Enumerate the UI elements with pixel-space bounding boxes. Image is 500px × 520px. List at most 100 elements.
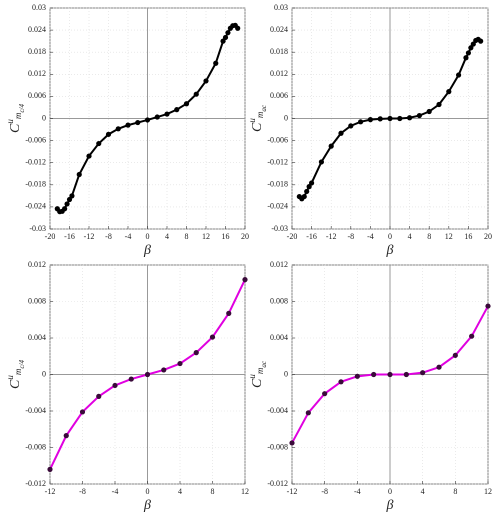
x-tick-label: 8 xyxy=(185,232,189,241)
y-tick-label: -0.006 xyxy=(25,135,46,144)
y-tick-label: 0.004 xyxy=(28,333,46,342)
data-point xyxy=(242,277,248,283)
x-tick-label: 0 xyxy=(146,487,150,496)
y-tick-label: -0.03 xyxy=(29,224,46,233)
data-point xyxy=(328,143,334,149)
y-axis-label-part: m xyxy=(13,368,23,375)
data-point xyxy=(193,350,199,356)
data-point xyxy=(306,184,312,190)
data-point xyxy=(397,115,403,122)
data-point xyxy=(69,193,75,199)
data-point xyxy=(64,201,70,207)
y-tick-label: -0.012 xyxy=(25,479,46,488)
data-point xyxy=(115,126,121,132)
x-tick-label: 20 xyxy=(241,232,249,241)
y-tick-label: 0.018 xyxy=(28,47,46,56)
y-axis-label-part: C xyxy=(8,379,23,389)
y-axis-label: Cumac xyxy=(247,104,268,132)
data-point xyxy=(105,131,112,137)
data-point xyxy=(426,108,432,115)
x-tick-label: -4 xyxy=(367,232,374,241)
data-point xyxy=(446,89,452,95)
x-tick-label: 8 xyxy=(453,487,457,496)
x-tick-label: 12 xyxy=(202,232,210,241)
y-tick-label: -0.004 xyxy=(267,406,288,415)
y-axis-label-part: C xyxy=(8,123,23,133)
x-tick-label: 4 xyxy=(178,487,182,496)
data-point xyxy=(371,371,377,378)
y-axis-label: Cumac xyxy=(247,360,268,388)
data-point xyxy=(485,303,491,309)
x-tick-label: -16 xyxy=(306,232,317,241)
y-tick-label: -0.03 xyxy=(271,224,288,233)
x-tick-label: 0 xyxy=(388,487,392,496)
y-tick-label: 0.004 xyxy=(270,333,288,342)
x-tick-label: -20 xyxy=(287,232,298,241)
y-axis-label-part: u xyxy=(247,374,257,379)
data-point xyxy=(465,50,471,56)
x-axis-label: β xyxy=(386,243,394,258)
x-axis-label: β xyxy=(143,243,151,258)
y-tick-label: 0.006 xyxy=(28,91,46,100)
y-tick-label: 0.012 xyxy=(270,260,288,269)
data-point xyxy=(456,72,462,78)
data-point xyxy=(62,206,68,212)
x-tick-label: 8 xyxy=(211,487,215,496)
y-tick-label: -0.024 xyxy=(267,202,288,211)
y-tick-label: 0.03 xyxy=(274,3,288,12)
y-tick-label: -0.012 xyxy=(267,158,288,167)
data-point xyxy=(161,367,167,373)
y-tick-label: -0.012 xyxy=(267,479,288,488)
data-point xyxy=(193,91,199,97)
data-point xyxy=(469,333,475,339)
y-axis-label-part: m xyxy=(13,112,23,119)
data-point xyxy=(468,45,474,51)
y-tick-label: 0.012 xyxy=(28,69,46,78)
y-axis-label: Cumc/4 xyxy=(5,360,26,389)
data-point xyxy=(403,371,409,378)
data-point xyxy=(209,334,216,340)
x-tick-label: -12 xyxy=(287,487,298,496)
data-point xyxy=(358,119,364,125)
x-tick-label: -4 xyxy=(112,487,119,496)
data-point xyxy=(222,34,229,41)
data-point xyxy=(367,117,373,123)
y-tick-label: 0 xyxy=(284,113,288,122)
x-tick-label: 0 xyxy=(146,232,150,241)
x-tick-label: 12 xyxy=(484,487,492,496)
data-point xyxy=(470,41,476,47)
y-axis-label-part: u xyxy=(5,119,15,124)
data-point xyxy=(63,433,69,439)
x-tick-label: -4 xyxy=(354,487,361,496)
y-axis-label-part: c/4 xyxy=(18,360,26,369)
data-point xyxy=(86,153,92,159)
data-point xyxy=(478,38,484,44)
y-tick-label: -0.004 xyxy=(25,406,46,415)
data-point xyxy=(305,410,311,416)
data-point xyxy=(220,38,226,44)
y-axis-label-part: ac xyxy=(260,360,268,368)
data-point xyxy=(164,111,170,117)
y-tick-label: 0.03 xyxy=(32,3,46,12)
data-point xyxy=(125,122,131,128)
y-tick-label: -0.024 xyxy=(25,202,46,211)
data-point xyxy=(354,373,360,379)
y-tick-label: 0.008 xyxy=(28,296,46,305)
y-tick-label: 0 xyxy=(42,113,46,122)
y-axis-label-part: c/4 xyxy=(18,104,26,113)
data-point xyxy=(174,107,180,113)
data-point xyxy=(407,115,413,121)
data-point xyxy=(226,310,232,316)
x-tick-label: -8 xyxy=(79,487,86,496)
x-tick-label: 16 xyxy=(222,232,230,241)
y-axis-label-part: ac xyxy=(260,104,268,112)
data-point xyxy=(79,409,86,415)
data-point xyxy=(128,376,134,382)
x-tick-label: -8 xyxy=(321,487,328,496)
data-point xyxy=(318,159,324,165)
data-point xyxy=(144,371,151,378)
data-point xyxy=(304,188,310,195)
y-tick-label: 0.024 xyxy=(28,25,46,34)
